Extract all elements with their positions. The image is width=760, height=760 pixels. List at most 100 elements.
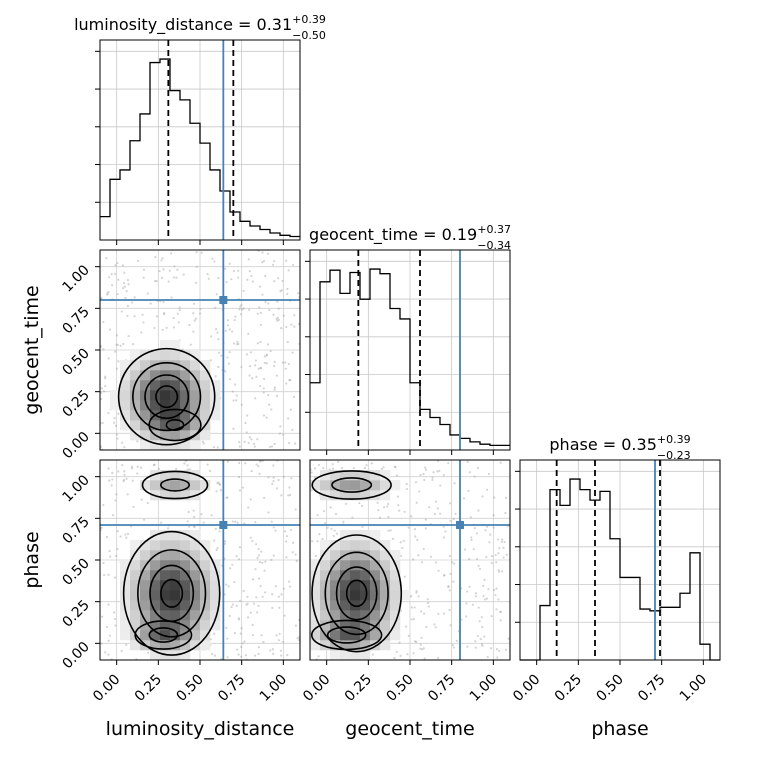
sample-point <box>278 432 282 435</box>
x-tick-label: 0.25 <box>552 672 585 705</box>
sample-point <box>122 480 125 483</box>
sample-point <box>214 306 217 310</box>
contour-line <box>345 579 368 608</box>
sample-point <box>415 590 418 593</box>
density-cell <box>210 600 221 611</box>
sample-point <box>272 476 275 479</box>
sample-point <box>333 529 336 532</box>
sample-point <box>210 514 213 517</box>
sample-point <box>100 391 103 394</box>
sample-point <box>351 516 354 519</box>
sample-point <box>417 554 420 557</box>
sample-point <box>272 464 275 467</box>
sample-point <box>121 464 124 467</box>
density-cell <box>330 470 341 481</box>
density-cell <box>120 590 131 601</box>
joint-geocent_time-phase <box>309 459 511 661</box>
density-cell <box>140 420 151 431</box>
sample-point <box>234 520 237 523</box>
sample-point <box>487 472 491 476</box>
sample-point <box>235 555 238 558</box>
sample-point <box>216 446 219 449</box>
sample-point <box>269 649 272 652</box>
sample-point <box>278 606 281 609</box>
density-cell <box>350 640 361 651</box>
sample-point <box>132 505 135 508</box>
sample-point <box>276 300 279 303</box>
density-cell <box>360 570 371 581</box>
sample-point <box>378 516 381 519</box>
density-cell <box>310 570 321 581</box>
sample-point <box>481 644 484 648</box>
sample-point <box>101 421 104 424</box>
sample-point <box>187 525 191 528</box>
sample-point <box>223 542 226 545</box>
sample-point <box>493 496 496 499</box>
sample-point <box>490 561 493 565</box>
density-cell <box>310 640 321 651</box>
density-cell <box>340 480 351 491</box>
sample-point <box>253 445 256 448</box>
sample-point <box>226 460 230 463</box>
sample-point <box>215 490 218 493</box>
sample-point <box>268 308 271 312</box>
sample-point <box>192 302 196 305</box>
sample-point <box>250 470 253 473</box>
density-cell <box>330 490 341 501</box>
sample-point <box>126 279 130 282</box>
sample-point <box>436 470 439 473</box>
sample-point <box>194 281 198 285</box>
sample-point <box>331 467 335 470</box>
joint-luminosity_distance-phase <box>99 459 301 661</box>
sample-point <box>387 516 390 519</box>
density-cell <box>180 400 191 411</box>
sample-point <box>153 463 156 466</box>
sample-point <box>225 281 228 284</box>
y-tick-label: 0.25 <box>59 387 92 420</box>
sample-point <box>245 431 248 434</box>
sample-point <box>424 468 427 471</box>
density-cell <box>160 430 171 441</box>
sample-point <box>481 625 484 629</box>
sample-point <box>270 558 273 561</box>
density-cell <box>190 440 201 450</box>
sample-point <box>114 424 118 427</box>
sample-point <box>490 555 494 558</box>
density-cell <box>360 590 371 601</box>
sample-point <box>251 633 255 637</box>
contour-line <box>310 619 383 651</box>
sample-point <box>474 595 478 598</box>
density-cell <box>330 650 341 660</box>
sample-point <box>249 536 252 539</box>
sample-point <box>245 353 249 356</box>
sample-point <box>254 359 257 362</box>
sample-point <box>245 603 248 606</box>
sample-point <box>477 509 480 512</box>
sample-point <box>172 316 175 320</box>
sample-point <box>294 624 298 627</box>
sample-point <box>104 651 107 654</box>
density-cell <box>150 610 161 621</box>
contour-line <box>335 566 378 621</box>
sample-point <box>237 475 241 479</box>
density-cell <box>310 600 321 611</box>
sample-point <box>495 648 499 651</box>
sample-point <box>415 501 418 504</box>
sample-point <box>248 270 251 273</box>
sample-point <box>125 477 128 480</box>
sample-point <box>240 308 244 311</box>
sample-point <box>136 472 139 475</box>
density-cell <box>150 420 161 431</box>
density-cell <box>200 400 211 411</box>
sample-point <box>142 321 145 324</box>
density-cell <box>140 630 151 641</box>
sample-point <box>264 301 267 304</box>
sample-point <box>311 540 314 543</box>
x-tick-label: 0.00 <box>90 672 123 705</box>
sample-point <box>394 466 397 469</box>
sample-point <box>285 535 289 538</box>
density-cell <box>160 420 171 431</box>
sample-point <box>429 555 433 558</box>
sample-point <box>115 343 118 346</box>
contour-line <box>324 551 389 636</box>
